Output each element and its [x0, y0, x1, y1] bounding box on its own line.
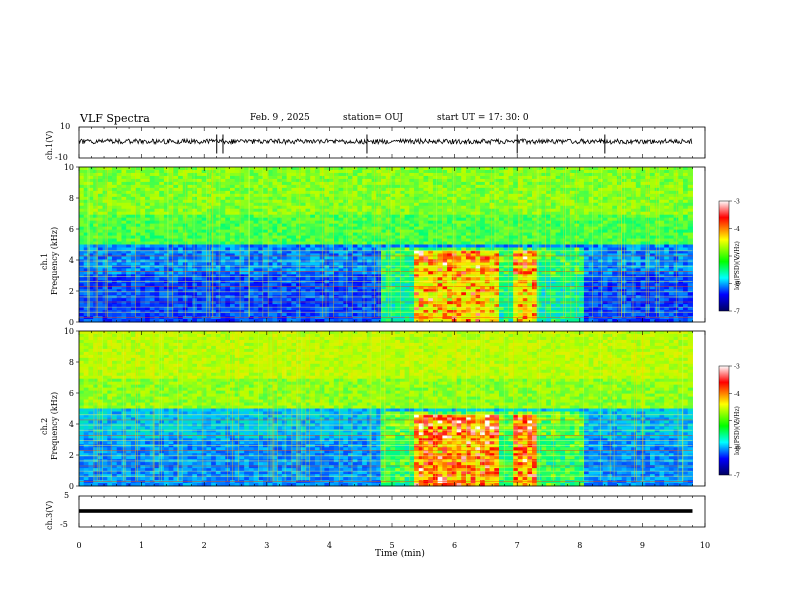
colorbar-tick-label: -6: [734, 281, 740, 288]
colorbars: -3 -4 -5 -6 -7 -3 -4 -5 -6 -7: [718, 199, 740, 480]
spec1-ytick-label: 10: [64, 163, 74, 172]
colorbar-2: [718, 365, 730, 476]
panel-frame: [78, 126, 706, 159]
x-axis-label: Time (min): [375, 549, 425, 559]
spec2-ytick-label: 2: [69, 451, 74, 460]
x-tick-label: 7: [515, 541, 520, 550]
spec2-ytick-label: 0: [69, 482, 74, 491]
spec2-ytick-label: 4: [69, 420, 74, 429]
spec1-ytick-label: 4: [69, 256, 74, 265]
date-label: Feb. 9 , 2025: [250, 113, 310, 123]
spec1-ylabel-line2: Frequency (kHz): [50, 226, 59, 295]
spec1-ytick-label: 6: [69, 225, 74, 234]
ch1-waveform-ylabel: ch.1(V): [45, 130, 54, 160]
colorbar1-label: log(PSD)(V²/Hz): [734, 241, 741, 290]
colorbar-tick-label: -4: [734, 226, 740, 233]
colorbar-tick-label: -3: [734, 199, 740, 206]
ch3-trace: [79, 509, 693, 513]
spec1-ytick-label: 2: [69, 287, 74, 296]
spec2-ytick-label: 8: [69, 358, 74, 367]
spec2-ylabel-line1: ch.2: [40, 417, 49, 435]
ch1-spectrogram-panel: [79, 167, 693, 323]
station-label: station= OUJ: [343, 113, 404, 123]
x-tick-label: 3: [264, 541, 269, 550]
x-tick-label: 1: [139, 541, 144, 550]
x-tick-label: 0: [76, 541, 81, 550]
spec2-ytick-label: 10: [64, 327, 74, 336]
colorbar-tick-label: -5: [734, 254, 740, 261]
x-tick-label: 9: [640, 541, 645, 550]
colorbar-tick-label: -6: [734, 445, 740, 452]
spec2-ytick-label: 6: [69, 389, 74, 398]
ch3-ymin-label: -5: [60, 520, 68, 529]
x-tick-label: 4: [327, 541, 332, 550]
spec1-ytick-label: 8: [69, 194, 74, 203]
x-tick-label: 2: [202, 541, 207, 550]
x-tick-label: 10: [700, 541, 710, 550]
colorbar-tick-label: -3: [734, 364, 740, 371]
ch3-ymax-label: 5: [64, 491, 70, 500]
ch1-trace: [78, 137, 693, 146]
ch1-ymin-label: -10: [55, 153, 68, 162]
spec1-ylabel-line1: ch.1: [40, 252, 49, 270]
spec2-ylabel-line2: Frequency (kHz): [50, 391, 59, 460]
ch2-spectrogram-panel: [78, 331, 693, 487]
chart-title: VLF Spectra: [80, 112, 150, 125]
start-time-label: start UT = 17: 30: 0: [437, 113, 529, 123]
colorbar-tick-label: -7: [734, 473, 740, 480]
ch3-waveform-panel: [79, 509, 693, 513]
spec1-ytick-label: 0: [69, 318, 74, 327]
x-tick-label: 5: [389, 541, 394, 550]
ch1-ymax-label: 10: [60, 122, 71, 131]
colorbar-tick-label: -7: [734, 309, 740, 316]
ch3-waveform-ylabel: ch.3(V): [45, 500, 54, 530]
colorbar-tick-label: -4: [734, 391, 740, 398]
colorbar-1: [718, 200, 730, 312]
x-tick-label: 6: [452, 541, 457, 550]
colorbar2-label: log(PSD)(V²/Hz): [734, 406, 741, 455]
x-tick-label: 8: [577, 541, 582, 550]
colorbar-tick-label: -5: [734, 418, 740, 425]
ch1-waveform-panel: [78, 134, 693, 154]
